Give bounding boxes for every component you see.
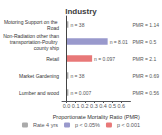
svg-text:PMR = 1.14: PMR = 1.14: [132, 22, 159, 28]
svg-text:n = 0.007: n = 0.007: [70, 90, 91, 96]
svg-text:Road: Road: [47, 25, 59, 31]
svg-text:p < 0.05%: p < 0.05%: [75, 122, 100, 128]
svg-text:PMR = 0.5: PMR = 0.5: [132, 39, 156, 45]
svg-text:0.5: 0.5: [108, 103, 116, 109]
svg-text:Proportionate Mortality Ratio: Proportionate Mortality Ratio (PMR): [53, 114, 140, 120]
svg-text:Non-Radiation other than: Non-Radiation other than: [3, 32, 59, 39]
svg-text:0.1: 0.1: [72, 103, 80, 109]
svg-text:PMR = 0.56: PMR = 0.56: [132, 90, 159, 96]
svg-text:n = 38: n = 38: [70, 73, 84, 79]
svg-text:0.2: 0.2: [81, 103, 89, 109]
svg-text:0.6: 0.6: [118, 103, 126, 109]
svg-text:Motoring Support on the: Motoring Support on the: [4, 18, 59, 25]
svg-text:Retail: Retail: [46, 56, 59, 62]
svg-text:transportation-Poultry: transportation-Poultry: [8, 38, 59, 45]
svg-text:0.0: 0.0: [63, 103, 71, 109]
svg-text:0.4: 0.4: [99, 103, 107, 109]
svg-text:county ship: county ship: [34, 45, 60, 51]
svg-text:n = 8.01: n = 8.01: [110, 39, 128, 45]
svg-text:0.3: 0.3: [90, 103, 98, 109]
svg-text:n = 38: n = 38: [70, 22, 84, 28]
svg-text:p < 0.001: p < 0.001: [117, 122, 140, 128]
svg-text:Lumber and wood: Lumber and wood: [19, 90, 59, 96]
svg-text:Market Gardening: Market Gardening: [19, 73, 59, 79]
svg-text:PMR = 2.1: PMR = 2.1: [132, 56, 156, 62]
svg-text:PMR = 0.69: PMR = 0.69: [132, 73, 159, 79]
svg-text:Rate 4 yrs: Rate 4 yrs: [33, 122, 58, 128]
svg-text:n = 0.097: n = 0.097: [94, 56, 115, 62]
svg-text:Industry: Industry: [65, 7, 97, 16]
